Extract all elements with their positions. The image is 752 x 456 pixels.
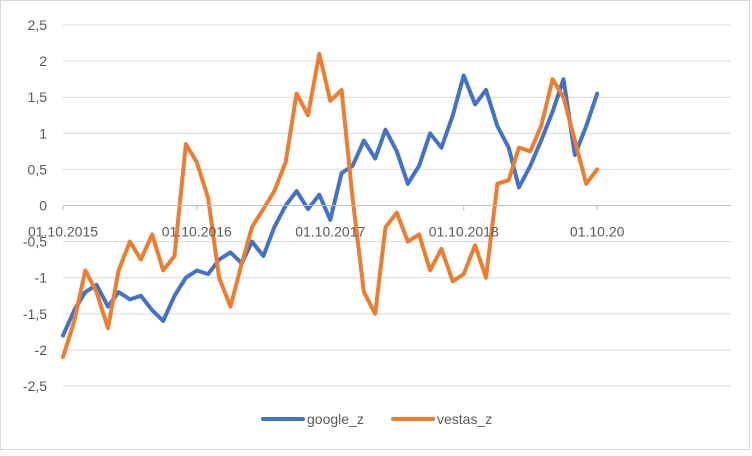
- x-tick-label: 01.10.20: [570, 224, 625, 240]
- y-tick-label: 2: [39, 53, 47, 69]
- x-tick-label: 01.10.2016: [162, 224, 232, 240]
- y-tick-label: -0,5: [23, 234, 47, 250]
- y-tick-label: 0: [39, 198, 47, 214]
- x-tick-label: 01.10.2017: [295, 224, 365, 240]
- x-axis: 01.10.2015 01.10.2016 01.10.2017 01.10.2018…: [28, 205, 731, 240]
- y-tick-label: 2,5: [28, 17, 48, 33]
- y-tick-label: 1,5: [28, 89, 48, 105]
- series-lines: [61, 51, 600, 360]
- y-tick-label: -1: [35, 270, 48, 286]
- y-tick-label: -2,5: [23, 378, 47, 394]
- series-line-google_z: [61, 73, 600, 338]
- y-tick-label: 1: [39, 125, 47, 141]
- x-tick-label: 01.10.2018: [429, 224, 499, 240]
- legend-label: google_z: [307, 411, 364, 427]
- y-tick-label: -1,5: [23, 306, 47, 322]
- y-tick-label: 0,5: [28, 161, 48, 177]
- series-line-vestas_z: [61, 51, 600, 360]
- legend-label: vestas_z: [437, 411, 492, 427]
- y-tick-label: -2: [35, 342, 48, 358]
- x-tick-label: 01.10.2015: [28, 224, 98, 240]
- y-axis: 2,5 2 1,5 1 0,5 0 -0,5 -1 -1,5 -2 -2,5: [23, 17, 47, 394]
- legend: google_z vestas_z: [261, 411, 492, 427]
